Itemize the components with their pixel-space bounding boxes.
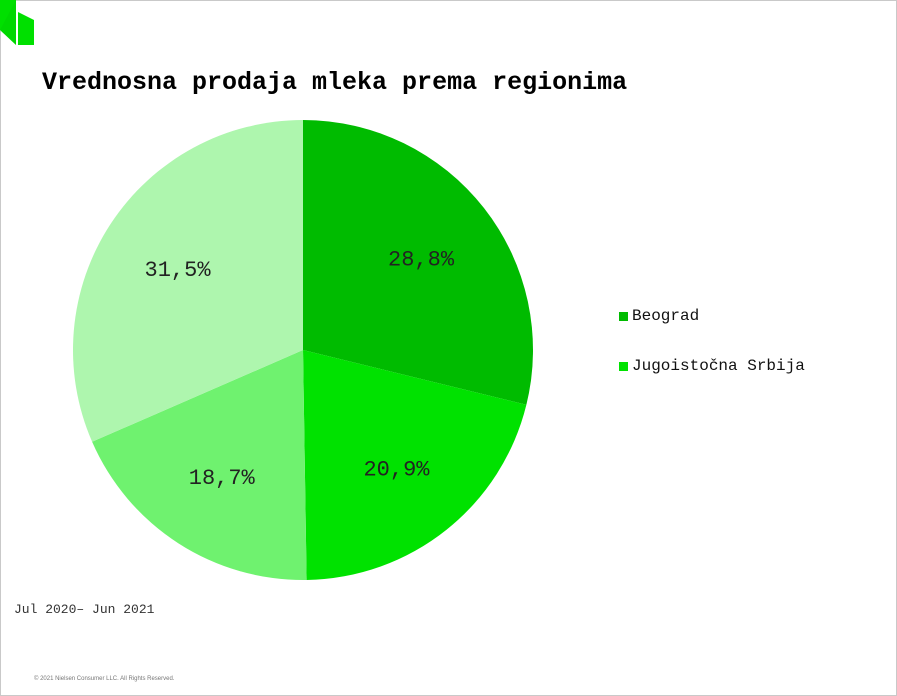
slice-label-1: 28,8% [388,247,455,272]
pie-slice-3 [92,350,307,580]
pie-slice-4 [73,120,304,442]
copyright-notice: © 2021 Nielsen Consumer LLC. All Rights … [34,676,175,682]
period-label: Jul 2020– Jun 2021 [14,602,155,617]
legend-item-beograd: Beograd [619,307,805,325]
legend-swatch-jugoistocna-srbija [619,361,628,371]
legend-item-jugoistocna-srbija: Jugoistočna Srbija [619,357,805,375]
nielsen-logo-icon [0,0,34,45]
legend-swatch-beograd [619,311,628,321]
legend-label-beograd: Beograd [632,307,700,325]
pie-slice-2 [303,350,527,580]
slice-label-3: 18,7% [189,466,256,491]
slice-label-4: 31,5% [145,258,212,283]
pie-slice-1 [303,120,533,405]
chart-title: Vrednosna prodaja mleka prema regionima [42,68,628,97]
slice-label-2: 20,9% [363,457,430,482]
legend-label-jugoistocna-srbija: Jugoistočna Srbija [632,357,805,375]
chart-legend: Beograd Jugoistočna Srbija [619,307,805,407]
